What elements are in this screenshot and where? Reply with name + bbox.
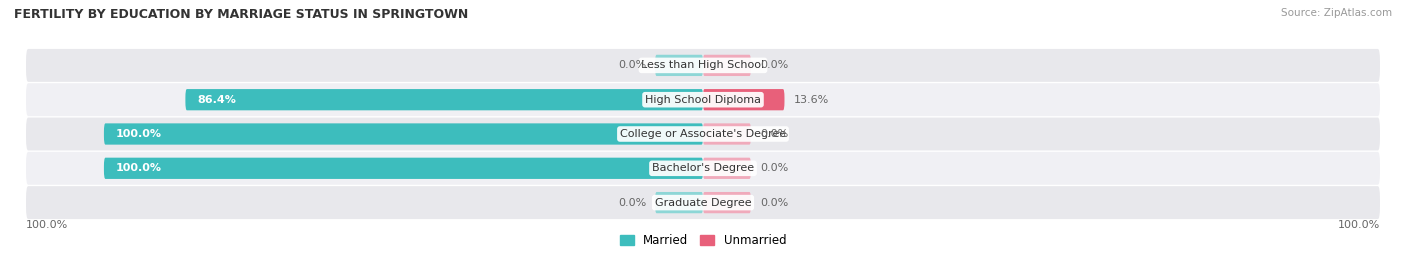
FancyBboxPatch shape [703, 158, 751, 179]
Text: 0.0%: 0.0% [617, 60, 647, 70]
Text: 100.0%: 100.0% [1337, 220, 1379, 230]
Text: 0.0%: 0.0% [759, 163, 789, 173]
FancyBboxPatch shape [27, 49, 1379, 82]
Text: 100.0%: 100.0% [27, 220, 69, 230]
FancyBboxPatch shape [703, 123, 751, 145]
Text: 13.6%: 13.6% [793, 95, 828, 105]
Legend: Married, Unmarried: Married, Unmarried [614, 229, 792, 252]
Text: 0.0%: 0.0% [759, 129, 789, 139]
Text: College or Associate's Degree: College or Associate's Degree [620, 129, 786, 139]
FancyBboxPatch shape [655, 55, 703, 76]
Text: 100.0%: 100.0% [115, 129, 162, 139]
Text: Graduate Degree: Graduate Degree [655, 198, 751, 208]
Text: 0.0%: 0.0% [759, 60, 789, 70]
FancyBboxPatch shape [27, 186, 1379, 219]
FancyBboxPatch shape [27, 118, 1379, 150]
FancyBboxPatch shape [104, 158, 703, 179]
Text: 0.0%: 0.0% [617, 198, 647, 208]
FancyBboxPatch shape [27, 83, 1379, 116]
FancyBboxPatch shape [703, 55, 751, 76]
Text: Source: ZipAtlas.com: Source: ZipAtlas.com [1281, 8, 1392, 18]
FancyBboxPatch shape [703, 192, 751, 213]
Text: 100.0%: 100.0% [115, 163, 162, 173]
FancyBboxPatch shape [27, 152, 1379, 185]
Text: 0.0%: 0.0% [759, 198, 789, 208]
Text: High School Diploma: High School Diploma [645, 95, 761, 105]
FancyBboxPatch shape [104, 123, 703, 145]
Text: Less than High School: Less than High School [641, 60, 765, 70]
FancyBboxPatch shape [186, 89, 703, 110]
Text: FERTILITY BY EDUCATION BY MARRIAGE STATUS IN SPRINGTOWN: FERTILITY BY EDUCATION BY MARRIAGE STATU… [14, 8, 468, 21]
Text: 86.4%: 86.4% [197, 95, 236, 105]
FancyBboxPatch shape [655, 192, 703, 213]
FancyBboxPatch shape [703, 89, 785, 110]
Text: Bachelor's Degree: Bachelor's Degree [652, 163, 754, 173]
